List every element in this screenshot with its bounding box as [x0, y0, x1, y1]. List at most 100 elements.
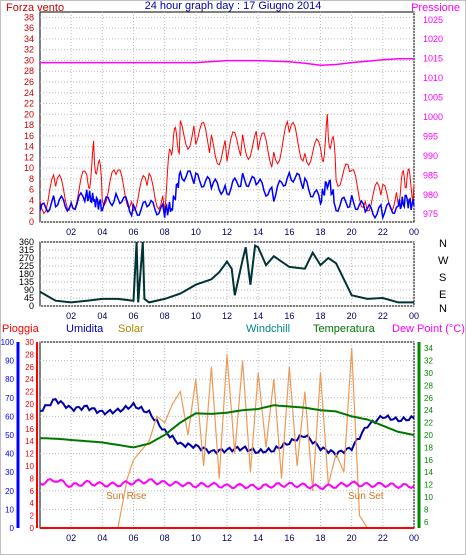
dewpoint-label: Dew Point (°C) [392, 323, 465, 335]
left-tick-label: 4 [29, 195, 34, 205]
left-tick-label: 38 [24, 12, 34, 22]
humidity-tick-label: 90 [5, 357, 14, 366]
humidity-tick-label: 30 [5, 468, 14, 477]
x-tick-label: 20 [347, 227, 357, 237]
rain-tick-label: 18 [25, 412, 34, 421]
x-tick-label: 22 [378, 533, 388, 543]
sunrise-annotation: Sun Rise [106, 491, 147, 502]
rain-tick-label: 2 [30, 512, 35, 521]
x-tick-label: 02 [66, 227, 76, 237]
right-tick-label: 985 [423, 170, 438, 180]
rain-tick-label: 22 [25, 388, 34, 397]
left-tick-label: 22 [24, 99, 34, 109]
rain-tick-label: 14 [25, 437, 34, 446]
x-tick-label: 16 [284, 227, 294, 237]
rain-tick-label: 0 [30, 524, 35, 533]
x-tick-label: 18 [315, 311, 325, 321]
left-tick-label: 24 [24, 88, 34, 98]
left-tick-label: 2 [29, 206, 34, 216]
humidity-tick-label: 80 [5, 375, 14, 384]
rain-tick-label: 4 [30, 499, 35, 508]
chart-title: 24 hour graph day : 17 Giugno 2014 [145, 0, 322, 12]
wind-average-line [39, 169, 415, 221]
left-tick-label: 8 [29, 174, 34, 184]
x-tick-label: 00 [409, 311, 419, 321]
temperature-tick-label: 20 [424, 431, 433, 440]
left-tick-label: 36 [24, 23, 34, 33]
solar-line [40, 348, 414, 529]
direction-tick-label: 360 [19, 237, 34, 247]
temperature-tick-label: 22 [424, 419, 433, 428]
humidity-tick-label: 0 [10, 524, 15, 533]
x-tick-label: 10 [191, 311, 201, 321]
dewpoint-line [39, 477, 415, 491]
windchill-label: Windchill [246, 323, 290, 335]
humidity-tick-label: 20 [5, 487, 14, 496]
direction-tick-label: 45 [24, 293, 34, 303]
wind-direction-line [39, 241, 414, 304]
direction-tick-label: 135 [19, 277, 34, 287]
x-tick-label: 06 [128, 311, 138, 321]
humidity-tick-label: 50 [5, 431, 14, 440]
x-tick-label: 04 [97, 533, 107, 543]
left-tick-label: 10 [24, 163, 34, 173]
pressure-line [40, 57, 414, 67]
rain-tick-label: 20 [25, 400, 34, 409]
x-tick-label: 08 [160, 533, 170, 543]
rain-tick-label: 30 [25, 338, 34, 347]
rain-tick-label: 6 [30, 487, 35, 496]
direction-tick-label: 225 [19, 261, 34, 271]
x-tick-label: 22 [378, 311, 388, 321]
left-tick-label: 16 [24, 131, 34, 141]
right-tick-label: 1020 [423, 34, 443, 44]
x-tick-label: 00 [409, 533, 419, 543]
temperature-tick-label: 18 [424, 443, 433, 452]
left-tick-label: 28 [24, 66, 34, 76]
left-tick-label: 18 [24, 120, 34, 130]
humidity-tick-label: 60 [5, 412, 14, 421]
rain-tick-label: 12 [25, 450, 34, 459]
x-tick-label: 06 [128, 227, 138, 237]
right-tick-label: 1005 [423, 93, 443, 103]
temperature-line [39, 404, 415, 449]
temperature-tick-label: 34 [424, 344, 433, 353]
x-tick-label: 04 [97, 227, 107, 237]
direction-tick-label: 0 [29, 301, 34, 311]
axis-layer: 02 04 06 08 10 12 14 16 18 20 22 000246810121416182… [1, 12, 443, 543]
direction-label-n-top: N [439, 238, 447, 250]
series-layer [39, 57, 415, 529]
x-tick-label: 10 [191, 533, 201, 543]
pressione-label: Pressione [411, 2, 460, 14]
x-tick-label: 04 [97, 311, 107, 321]
direction-tick-label: 180 [19, 269, 34, 279]
rain-tick-label: 16 [25, 425, 34, 434]
right-tick-label: 1000 [423, 112, 443, 122]
x-tick-label: 00 [409, 227, 419, 237]
x-tick-label: 20 [347, 533, 357, 543]
x-tick-label: 12 [222, 533, 232, 543]
left-tick-label: 14 [24, 142, 34, 152]
x-tick-label: 08 [160, 227, 170, 237]
temperature-tick-label: 24 [424, 406, 433, 415]
x-tick-label: 06 [128, 533, 138, 543]
right-tick-label: 975 [423, 209, 438, 219]
x-tick-label: 14 [253, 533, 263, 543]
left-tick-label: 6 [29, 185, 34, 195]
rain-tick-label: 8 [30, 474, 35, 483]
right-tick-label: 1025 [423, 15, 443, 25]
right-tick-label: 980 [423, 190, 438, 200]
temperature-tick-label: 14 [424, 468, 433, 477]
sunset-annotation: Sun Set [348, 491, 384, 502]
humidity-tick-label: 10 [5, 505, 14, 514]
x-tick-label: 18 [315, 227, 325, 237]
x-tick-label: 16 [284, 311, 294, 321]
left-tick-label: 34 [24, 34, 34, 44]
humidity-tick-label: 100 [1, 338, 15, 347]
x-tick-label: 16 [284, 533, 294, 543]
x-tick-label: 02 [66, 311, 76, 321]
direction-tick-label: 315 [19, 245, 34, 255]
direction-label-n-bottom: N [439, 303, 447, 315]
right-tick-label: 1010 [423, 73, 443, 83]
x-tick-label: 12 [222, 227, 232, 237]
